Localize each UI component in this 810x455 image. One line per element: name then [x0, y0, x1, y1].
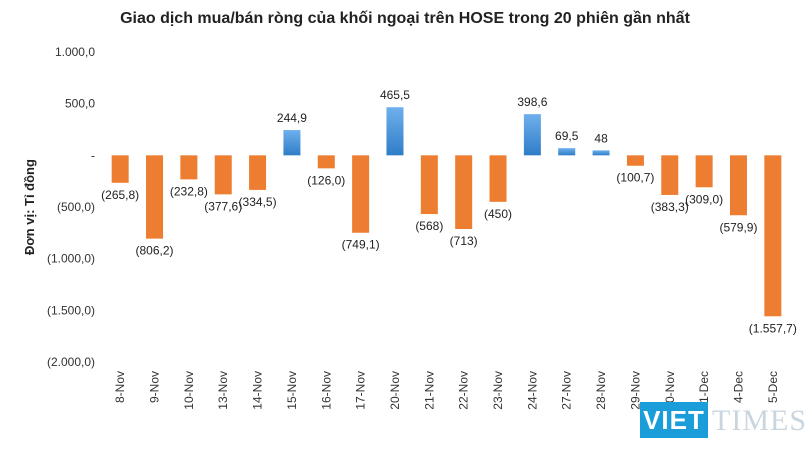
x-tick-label: 24-Nov: [525, 371, 539, 410]
x-tick-label: 1-Dec: [697, 371, 711, 403]
x-tick-label: 22-Nov: [457, 371, 471, 410]
y-tick-label: (1.500,0): [47, 303, 95, 317]
bar: [729, 155, 747, 216]
x-tick-label: 8-Nov: [113, 371, 127, 403]
x-tick-label: 27-Nov: [560, 371, 574, 410]
y-tick-label: 1.000,0: [55, 45, 95, 59]
data-label: (1.557,7): [749, 321, 797, 335]
bar: [661, 155, 679, 195]
x-tick-label: 9-Nov: [148, 371, 162, 403]
bar: [558, 148, 576, 156]
bar: [283, 130, 301, 156]
x-tick-label: 20-Nov: [388, 371, 402, 410]
bar: [249, 155, 267, 190]
bar: [455, 155, 473, 230]
data-label: (100,7): [616, 171, 654, 185]
bar: [146, 155, 164, 239]
viettimes-logo: VIET TIMES: [640, 402, 810, 452]
x-tick-label: 10-Nov: [182, 371, 196, 410]
data-label: (309,0): [685, 192, 723, 206]
data-label: (450): [484, 207, 512, 221]
x-tick-label: 16-Nov: [319, 371, 333, 410]
data-label: 244,9: [277, 111, 307, 125]
data-label: (334,5): [239, 195, 277, 209]
bar: [317, 155, 335, 169]
y-tick-label: (500,0): [57, 200, 95, 214]
data-label: 398,6: [517, 95, 547, 109]
data-label: 465,5: [380, 88, 410, 102]
data-label: (579,9): [719, 220, 757, 234]
data-label: (749,1): [342, 238, 380, 252]
x-tick-label: 21-Nov: [422, 371, 436, 410]
bar: [592, 150, 610, 156]
bar: [489, 155, 507, 202]
x-tick-label: 29-Nov: [628, 371, 642, 410]
logo-times: TIMES: [712, 404, 807, 437]
bar: [111, 155, 129, 183]
data-label: 48: [594, 131, 608, 145]
x-tick-label: 4-Dec: [731, 371, 745, 403]
data-label: (383,3): [651, 200, 689, 214]
chart-title: Giao dịch mua/bán ròng của khối ngoại tr…: [120, 10, 690, 27]
bar: [214, 155, 232, 195]
data-label: (806,2): [136, 244, 174, 258]
bar: [626, 155, 644, 166]
x-tick-label: 15-Nov: [285, 371, 299, 410]
x-tick-label: 5-Dec: [766, 371, 780, 403]
data-label: (126,0): [307, 173, 345, 187]
y-tick-label: (1.000,0): [47, 252, 95, 266]
data-label: (713): [450, 234, 478, 248]
bar: [386, 107, 404, 156]
bar: [352, 155, 370, 233]
y-tick-label: (2.000,0): [47, 355, 95, 369]
bar: [764, 155, 782, 317]
x-tick-label: 23-Nov: [491, 371, 505, 410]
y-tick-label: -: [91, 148, 95, 162]
data-label: (265,8): [101, 188, 139, 202]
y-tick-label: 500,0: [65, 97, 95, 111]
x-tick-label: 14-Nov: [251, 371, 265, 410]
bar: [420, 155, 438, 215]
data-label: 69,5: [555, 129, 579, 143]
data-label: (377,6): [204, 199, 242, 213]
x-tick-label: 17-Nov: [354, 371, 368, 410]
data-label: (568): [415, 219, 443, 233]
logo-viet: VIET: [640, 402, 708, 438]
bar: [523, 114, 541, 156]
x-tick-label: 28-Nov: [594, 371, 608, 410]
y-axis-label: Đơn vị: Tỉ đồng: [22, 159, 37, 255]
x-tick-label: 13-Nov: [216, 371, 230, 410]
bar: [180, 155, 198, 180]
bar: [695, 155, 713, 188]
data-label: (232,8): [170, 184, 208, 198]
x-tick-label: 30-Nov: [663, 371, 677, 410]
